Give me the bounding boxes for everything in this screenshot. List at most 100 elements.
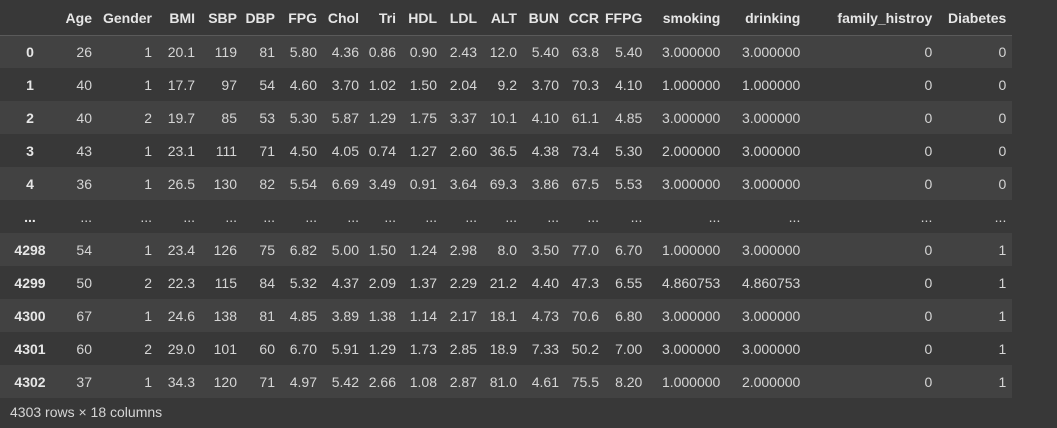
table-cell: 3.000000	[741, 142, 801, 159]
table-cell: 8.20	[615, 373, 643, 390]
table-cell: 0	[924, 373, 933, 390]
table-cell: 4.97	[289, 373, 317, 390]
table-cell: 3.37	[449, 109, 477, 126]
column-header: DBP	[243, 2, 281, 36]
table-cell: 6.80	[615, 307, 643, 324]
table-cell: 4.61	[531, 373, 559, 390]
table-row: 4300 67 1 24.6 138 81 4.85 3.89 1.38 1.14 2.17 18.1…	[0, 299, 1013, 332]
column-header: FFPG	[605, 2, 649, 36]
table-cell: 61.1	[571, 109, 599, 126]
table-cell: 2.87	[449, 373, 477, 390]
table-body: 0 26 1 20.1 119 81 5.80 4.36 0.86 0.90 2.43 12.0 5.4…	[0, 35, 1013, 398]
table-cell: 3.89	[331, 307, 359, 324]
table-cell: 3.64	[449, 175, 477, 192]
table-cell: 0	[924, 109, 933, 126]
table-cell: 0	[924, 274, 933, 291]
table-cell: 1.29	[368, 340, 396, 357]
table-cell: 0	[998, 109, 1007, 126]
table-cell: 18.1	[489, 307, 517, 324]
table-cell: 130	[213, 175, 237, 192]
table-cell: 70.3	[571, 76, 599, 93]
table-cell: 6.55	[615, 274, 643, 291]
column-header: Tri	[365, 2, 402, 36]
column-header: drinking	[726, 2, 807, 36]
row-index: 4298	[14, 241, 46, 258]
table-row: 2 40 2 19.7 85 53 5.30 5.87 1.29 1.75 3.37 10.1 4.10…	[0, 101, 1013, 134]
table-cell: 1.29	[368, 109, 396, 126]
table-cell: 1.50	[409, 76, 437, 93]
column-header: BMI	[158, 2, 201, 36]
column-header: Diabetes	[938, 2, 1013, 36]
table-cell: 1.000000	[661, 241, 721, 258]
table-row: 4 36 1 26.5 130 82 5.54 6.69 3.49 0.91 3.64 69.3 3.8…	[0, 167, 1013, 200]
table-cell: 5.40	[531, 43, 559, 60]
table-cell: 63.8	[571, 43, 599, 60]
table-cell: ...	[708, 208, 721, 225]
table-cell: 2.29	[449, 274, 477, 291]
table-row: 3 43 1 23.1 111 71 4.50 4.05 0.74 1.27 2.60 36.5 4.3…	[0, 134, 1013, 167]
row-index: 4	[26, 175, 34, 192]
table-cell: 1	[144, 76, 152, 93]
table-cell: 40	[76, 76, 92, 93]
table-cell: 7.00	[615, 340, 643, 357]
column-header: SBP	[201, 2, 243, 36]
table-cell: 18.9	[489, 340, 517, 357]
table-cell: 60	[259, 340, 275, 357]
table-cell: 1	[998, 241, 1007, 258]
row-index: ...	[24, 208, 36, 225]
table-cell: 2.000000	[741, 373, 801, 390]
table-cell: 1	[144, 307, 152, 324]
table-cell: 0.91	[409, 175, 437, 192]
table-cell: 23.4	[167, 241, 195, 258]
table-cell: 36.5	[489, 142, 517, 159]
table-cell: 5.30	[289, 109, 317, 126]
row-index: 4300	[14, 307, 46, 324]
table-cell: 3.000000	[661, 307, 721, 324]
table-cell: 2.43	[449, 43, 477, 60]
table-cell: 1.73	[409, 340, 437, 357]
table-cell: 24.6	[167, 307, 195, 324]
table-cell: 6.69	[331, 175, 359, 192]
row-index: 4299	[14, 274, 46, 291]
table-cell: 7.33	[531, 340, 559, 357]
table-cell: ...	[547, 208, 559, 225]
table-cell: 67	[76, 307, 92, 324]
table-cell: 0	[998, 175, 1007, 192]
table-cell: ...	[630, 208, 643, 225]
table-cell: 3.000000	[741, 109, 801, 126]
table-header: Age Gender BMI SBP DBP FPG Chol Tri HDL LDL ALT BUN…	[0, 2, 1013, 36]
table-cell: 10.1	[489, 109, 517, 126]
column-header: Chol	[323, 2, 365, 36]
table-cell: 4.10	[531, 109, 559, 126]
table-cell: 1.08	[409, 373, 437, 390]
row-index: 4301	[14, 340, 46, 357]
table-cell: 0	[924, 241, 933, 258]
table-cell: 1	[144, 175, 152, 192]
column-header: CCR	[565, 2, 605, 36]
table-cell: 2.60	[449, 142, 477, 159]
table-cell: 4.85	[615, 109, 643, 126]
table-cell: 70.6	[571, 307, 599, 324]
table-cell: 54	[259, 76, 275, 93]
table-cell: 71	[259, 373, 275, 390]
table-cell: 2	[144, 274, 152, 291]
table-cell: ...	[920, 208, 933, 225]
table-cell: 4.10	[615, 76, 643, 93]
table-cell: 126	[213, 241, 237, 258]
table-cell: 17.7	[167, 76, 195, 93]
row-index: 1	[26, 76, 34, 93]
table-row: 4301 60 2 29.0 101 60 6.70 5.91 1.29 1.73 2.85 18.9…	[0, 332, 1013, 365]
table-cell: 1.50	[368, 241, 396, 258]
table-cell: 75.5	[571, 373, 599, 390]
table-row: 4302 37 1 34.3 120 71 4.97 5.42 2.66 1.08 2.87 81.0…	[0, 365, 1013, 398]
table-cell: 1.75	[409, 109, 437, 126]
table-cell: 3.000000	[741, 340, 801, 357]
row-index: 3	[26, 142, 34, 159]
table-cell: 2	[144, 340, 152, 357]
table-cell: 23.1	[167, 142, 195, 159]
table-cell: 4.860753	[741, 274, 801, 291]
table-cell: 0.86	[368, 43, 396, 60]
table-cell: 19.7	[167, 109, 195, 126]
column-header: Gender	[98, 2, 158, 36]
table-cell: ...	[225, 208, 237, 225]
